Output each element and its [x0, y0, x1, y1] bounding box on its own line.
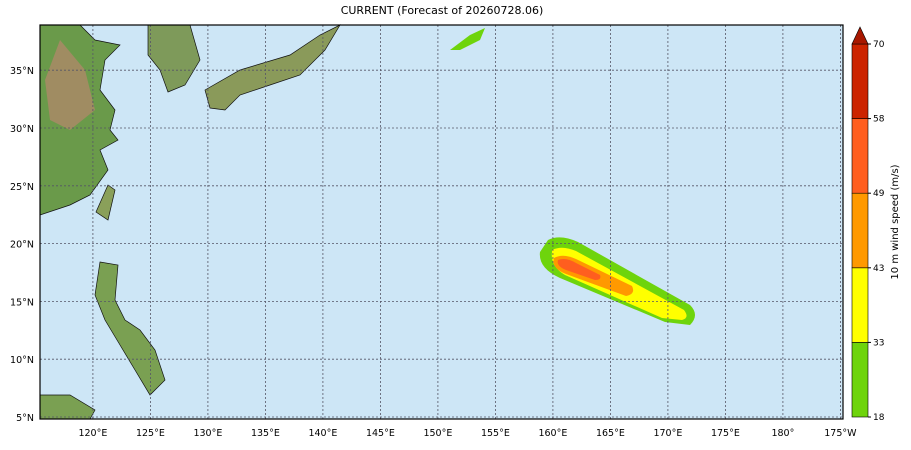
lat-label: 20°N: [10, 240, 34, 251]
philippines: [94, 261, 166, 396]
lon-label: 175°E: [711, 428, 740, 439]
lat-label: 30°N: [10, 124, 34, 135]
map-frame: [39, 24, 844, 420]
graticule: [40, 25, 843, 419]
land: [39, 24, 485, 420]
title: CURRENT (Forecast of 20260728.06): [341, 4, 544, 17]
lon-label: 120°E: [78, 428, 107, 439]
lat-label: 25°N: [10, 182, 34, 193]
colorbar-tick-label: 43: [873, 264, 884, 274]
lon-label: 145°E: [366, 428, 395, 439]
swath-core: [557, 259, 601, 280]
colorbar-segment: [851, 43, 869, 119]
taiwan: [95, 184, 116, 221]
colorbar-tick-label: 49: [873, 189, 885, 199]
colorbar-segment: [851, 192, 869, 269]
colorbar-label: 10 m wind speed (m/s): [890, 164, 901, 279]
terrain: [45, 40, 95, 130]
lat-label: 10°N: [10, 355, 34, 366]
lat-label: 5°N: [16, 413, 34, 424]
wind-swath: [539, 237, 695, 325]
lon-label: 125°E: [136, 428, 165, 439]
lon-label: 140°E: [308, 428, 337, 439]
colorbar-tick-label: 33: [873, 338, 884, 348]
colorbar-tick-label: 70: [873, 40, 885, 50]
lon-label: 175°W: [824, 428, 857, 439]
lon-label: 150°E: [423, 428, 452, 439]
lon-label: 130°E: [193, 428, 222, 439]
lon-label: 160°E: [538, 428, 567, 439]
lat-label: 35°N: [10, 66, 34, 77]
lat-label: 15°N: [10, 297, 34, 308]
lon-label: 135°E: [251, 428, 280, 439]
colorbar-segment: [851, 118, 869, 194]
lon-label: 180°: [771, 428, 794, 439]
wind-patch: [450, 28, 485, 50]
japan: [204, 24, 341, 111]
colorbar-segment: [851, 267, 869, 343]
lon-label: 165°E: [596, 428, 625, 439]
colorbar-tick-label: 18: [873, 413, 885, 423]
colorbar-extend: [851, 26, 869, 45]
colorbar-tick-label: 58: [873, 115, 885, 125]
ocean: [40, 25, 843, 419]
colorbar-segment: [851, 342, 869, 418]
lon-label: 155°E: [481, 428, 510, 439]
lon-label: 170°E: [653, 428, 682, 439]
